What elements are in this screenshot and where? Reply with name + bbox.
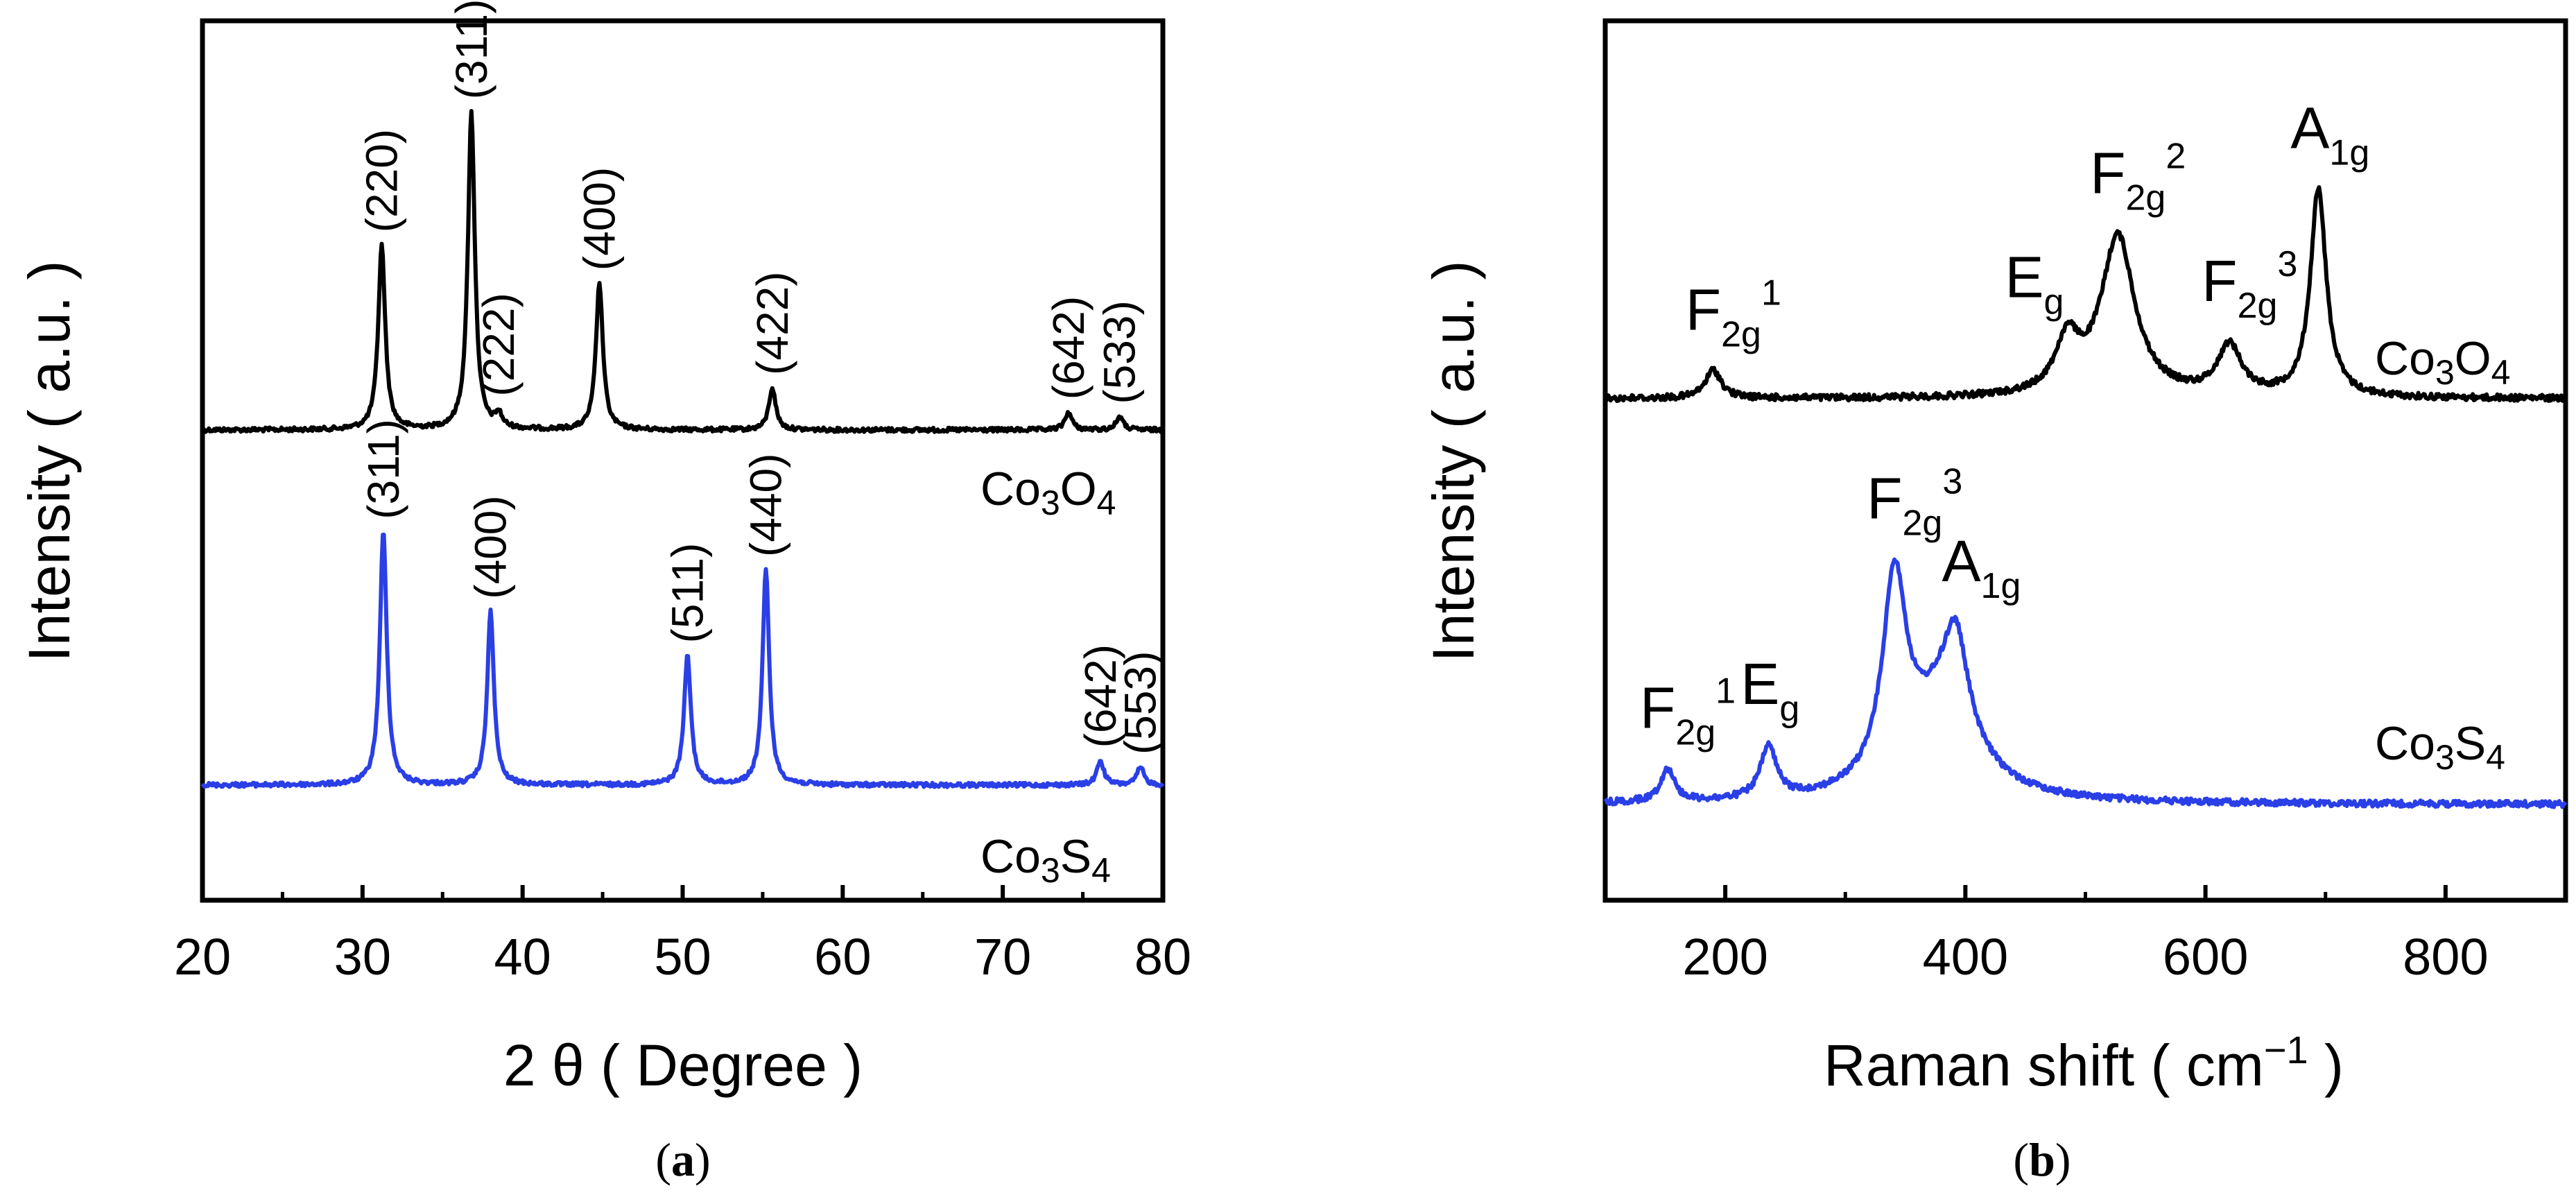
mode-label: Eg [2005, 245, 2064, 323]
mode-label: A1g [1942, 528, 2021, 606]
x-tick-label: 60 [814, 928, 871, 986]
peak-label: (553) [1116, 651, 1166, 755]
mode-label: Eg [1740, 651, 1799, 729]
mode-label: A1g [2290, 95, 2369, 173]
peak-label: (440) [741, 454, 791, 557]
panel-a-caption: (a) [655, 1133, 710, 1186]
panel-b-x-tick-labels: 200 400 600 800 [1682, 928, 2488, 986]
panel-a-peak-labels: (220)(311)(222)(400)(422) (642) (533)(311)… [357, 0, 1166, 755]
mode-label: F2g1 [1640, 671, 1736, 753]
peak-label: (642) [1075, 644, 1125, 748]
x-tick-label: 400 [1923, 928, 2008, 986]
panel-a-series [200, 109, 1165, 789]
panel-a-x-ticks [200, 885, 1165, 900]
x-tick-label: 50 [654, 928, 711, 986]
panel-b-series-label-co3s4: Co3S4 [2375, 717, 2505, 777]
panel-a: 20 30 40 50 60 70 80 (220) (311) (222) (400) (422)… [17, 0, 1191, 1186]
peak-label: (511) [662, 543, 712, 644]
peak-label: (311) [358, 419, 408, 519]
x-tick-label: 70 [974, 928, 1031, 986]
peak-label: (533) [1095, 300, 1145, 404]
panel-b-series-label-co3o4: Co3O4 [2375, 332, 2510, 392]
peak-label: (222) [474, 293, 524, 396]
panel-b-y-axis-title: Intensity ( a.u. ) [1421, 261, 1486, 662]
x-tick-label: 40 [494, 928, 551, 986]
panel-b-series [1603, 185, 2568, 809]
peak-label: (642) [1044, 296, 1093, 399]
panel-a-series-label-co3o4: Co3O4 [980, 463, 1116, 522]
x-tick-label: 200 [1682, 928, 1767, 986]
panel-a-y-axis-title: Intensity ( a.u. ) [17, 261, 82, 662]
series-line-co3o4 [200, 109, 1164, 434]
series-line-co3o4 [1604, 185, 2567, 403]
mode-label: F2g2 [2090, 136, 2186, 218]
x-tick-label: 600 [2163, 928, 2248, 986]
mode-label: F2g3 [2202, 244, 2297, 326]
x-tick-label: 800 [2403, 928, 2488, 986]
series-line-co3s4 [200, 533, 1165, 789]
mode-label: F2g1 [1686, 273, 1781, 354]
mode-label: F2g3 [1867, 462, 1962, 544]
peak-label: (220) [357, 129, 407, 232]
x-tick-label: 30 [334, 928, 391, 986]
peak-label: (400) [466, 495, 516, 599]
panel-b-x-ticks [1603, 885, 2568, 900]
peak-label: (311) [447, 0, 496, 99]
panel-a-x-tick-labels: 20 30 40 50 60 70 80 [174, 928, 1191, 986]
panel-b-x-axis-title: Raman shift ( cm−1 ) [1824, 1028, 2344, 1098]
x-tick-label: 80 [1134, 928, 1191, 986]
x-tick-label: 20 [174, 928, 231, 986]
panel-b-caption: (b) [2013, 1133, 2071, 1186]
peak-label: (422) [747, 271, 797, 375]
panel-a-frame [200, 18, 1166, 903]
panel-a-series-label-co3s4: Co3S4 [980, 830, 1111, 890]
peak-label: (400) [575, 167, 625, 270]
series-line-co3s4 [1603, 557, 2568, 809]
panel-a-x-axis-title: 2 θ ( Degree ) [503, 1033, 863, 1098]
